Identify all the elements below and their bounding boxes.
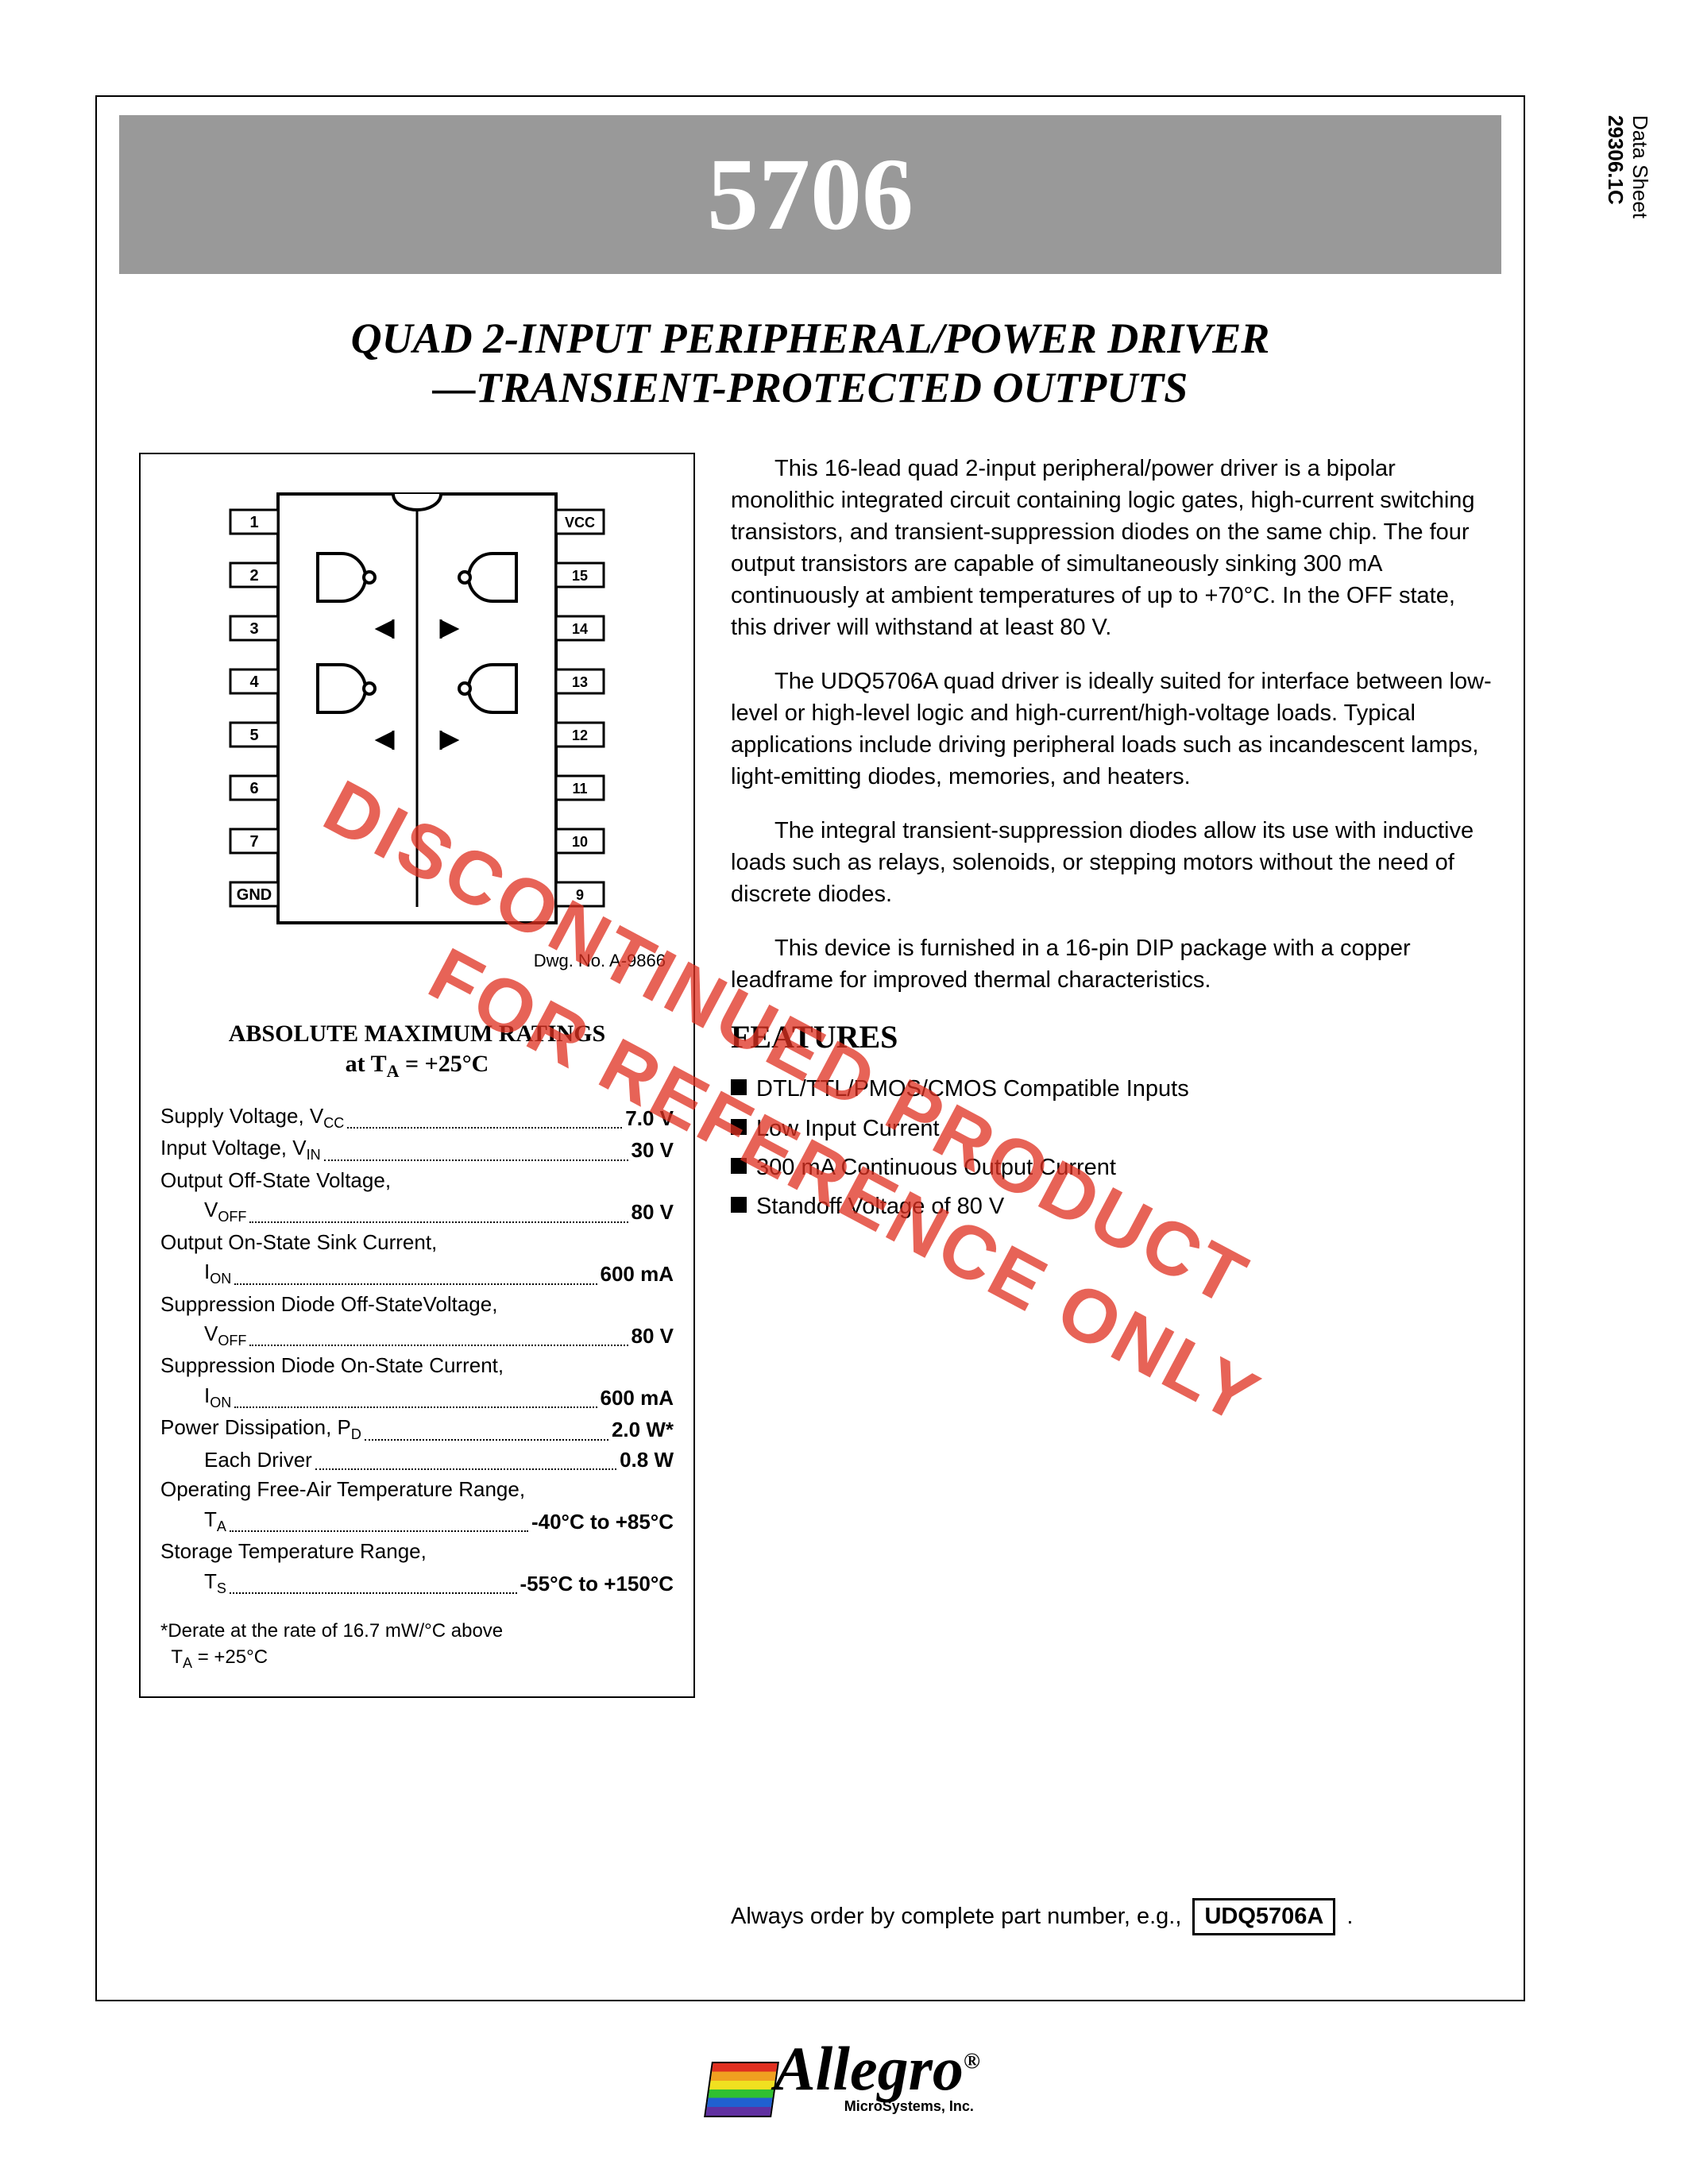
body-paragraph: This 16-lead quad 2-input peripheral/pow…	[731, 453, 1493, 643]
svg-text:GND: GND	[237, 886, 272, 904]
svg-text:10: 10	[572, 834, 588, 850]
chip-pinout-diagram: 1234567GNDVCC1514131211109	[211, 478, 624, 939]
rating-row: TS-55°C to +150°C	[160, 1567, 674, 1599]
svg-text:VCC: VCC	[565, 515, 595, 531]
description-paragraphs: This 16-lead quad 2-input peripheral/pow…	[731, 453, 1493, 996]
svg-text:2: 2	[249, 567, 258, 585]
svg-text:15: 15	[572, 568, 588, 584]
part-number-title: 5706	[707, 135, 914, 254]
feature-item: Low Input Current	[731, 1109, 1493, 1148]
svg-text:11: 11	[572, 781, 587, 797]
rating-row: Output On-State Sink Current,	[160, 1228, 674, 1258]
body-paragraph: This device is furnished in a 16-pin DIP…	[731, 932, 1493, 996]
order-suffix: .	[1346, 1904, 1353, 1929]
svg-text:13: 13	[572, 674, 588, 690]
rating-row: Suppression Diode On-State Current,	[160, 1351, 674, 1381]
order-instruction: Always order by complete part number, e.…	[731, 1898, 1353, 1935]
rating-row: Output Off-State Voltage,	[160, 1166, 674, 1196]
right-column: This 16-lead quad 2-input peripheral/pow…	[731, 453, 1493, 1226]
svg-text:1: 1	[249, 514, 258, 531]
svg-text:6: 6	[249, 780, 258, 797]
rating-row: Suppression Diode Off-StateVoltage,	[160, 1290, 674, 1320]
ratings-title: ABSOLUTE MAXIMUM RATINGS at TA = +25°C	[160, 1019, 674, 1082]
part-number-box: UDQ5706A	[1192, 1898, 1335, 1935]
feature-item: 300 mA Continuous Output Current	[731, 1148, 1493, 1187]
svg-text:5: 5	[249, 727, 258, 744]
document-subtitle: QUAD 2-INPUT PERIPHERAL/POWER DRIVER —TR…	[119, 314, 1501, 412]
rating-row: Each Driver0.8 W	[160, 1445, 674, 1476]
subtitle-line1: QUAD 2-INPUT PERIPHERAL/POWER DRIVER	[351, 314, 1270, 362]
logo-rainbow-icon	[704, 2062, 779, 2117]
subtitle-line2: —TRANSIENT-PROTECTED OUTPUTS	[433, 364, 1188, 411]
features-heading: FEATURES	[731, 1018, 1493, 1055]
logo-text: Allegro® MicroSystems, Inc.	[774, 2033, 980, 2115]
rating-row: TA-40°C to +85°C	[160, 1505, 674, 1537]
features-list: DTL/TTL/PMOS/CMOS Compatible InputsLow I…	[731, 1070, 1493, 1226]
derate-note: *Derate at the rate of 16.7 mW/°C above …	[160, 1619, 674, 1672]
svg-text:7: 7	[249, 833, 258, 851]
order-prefix: Always order by complete part number, e.…	[731, 1904, 1181, 1929]
ratings-list: Supply Voltage, VCC7.0 VInput Voltage, V…	[160, 1102, 674, 1599]
footer-logo: Allegro® MicroSystems, Inc.	[0, 2033, 1688, 2117]
side-label-text: Data Sheet	[1628, 115, 1652, 218]
left-column: 1234567GNDVCC1514131211109 Dwg. No. A-98…	[139, 453, 695, 1698]
feature-item: DTL/TTL/PMOS/CMOS Compatible Inputs	[731, 1070, 1493, 1109]
rating-row: Supply Voltage, VCC7.0 V	[160, 1102, 674, 1133]
rating-row: Storage Temperature Range,	[160, 1537, 674, 1567]
datasheet-side-label: Data Sheet 29306.1C	[1603, 115, 1652, 218]
rating-row: VOFF80 V	[160, 1319, 674, 1351]
svg-text:12: 12	[572, 727, 588, 743]
rating-row: VOFF80 V	[160, 1195, 674, 1227]
body-paragraph: The integral transient-suppression diode…	[731, 815, 1493, 910]
drawing-number: Dwg. No. A-9866	[160, 951, 666, 971]
body-paragraph: The UDQ5706A quad driver is ideally suit…	[731, 666, 1493, 793]
svg-text:3: 3	[249, 620, 258, 638]
title-banner: 5706	[119, 115, 1501, 274]
svg-text:9: 9	[576, 887, 584, 903]
svg-text:14: 14	[572, 621, 588, 637]
rating-row: Input Voltage, VIN30 V	[160, 1133, 674, 1165]
rating-row: Operating Free-Air Temperature Range,	[160, 1475, 674, 1505]
rating-row: ION600 mA	[160, 1381, 674, 1413]
side-label-number: 29306.1C	[1604, 115, 1628, 205]
rating-row: Power Dissipation, PD2.0 W*	[160, 1413, 674, 1445]
rating-row: ION600 mA	[160, 1257, 674, 1289]
feature-item: Standoff Voltage of 80 V	[731, 1187, 1493, 1226]
svg-text:4: 4	[249, 673, 259, 691]
